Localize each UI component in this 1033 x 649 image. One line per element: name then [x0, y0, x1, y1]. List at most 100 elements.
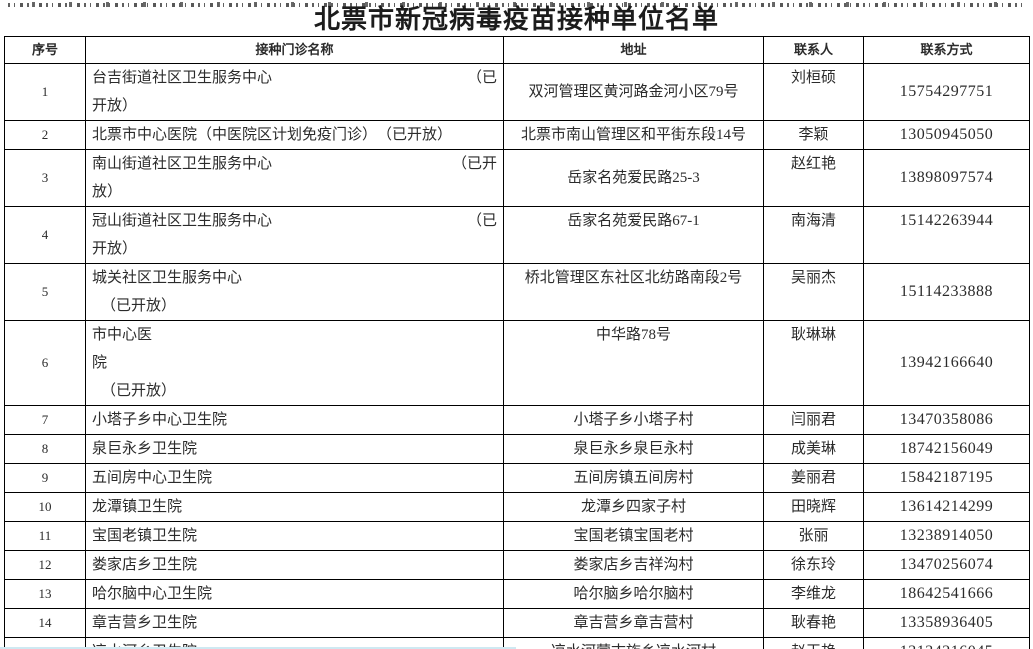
cell-clinic-name: 宝国老镇卫生院: [85, 521, 504, 551]
cell-clinic-name: 小塔子乡中心卫生院: [85, 405, 504, 435]
cell-address: 岳家名苑爱民路25-3: [503, 149, 764, 207]
clinic-name-line: 小塔子乡中心卫生院: [92, 412, 228, 428]
cell-phone: 13470358086: [863, 405, 1030, 435]
clinic-name-line: 宝国老镇卫生院: [92, 528, 198, 544]
header-no: 序号: [4, 36, 86, 64]
cell-phone: 15754297751: [863, 63, 1030, 121]
cell-clinic-name: 冠山街道社区卫生服务中心 （已 开放）: [85, 206, 504, 264]
cell-address: 泉巨永乡泉巨永村: [503, 434, 764, 464]
cell-contact: 耿春艳: [763, 608, 864, 638]
table-row: 14 章吉营乡卫生院 章吉营乡章吉营村 耿春艳 13358936405: [4, 608, 1030, 638]
cell-no: 9: [4, 463, 86, 493]
table-row: 1 台吉街道社区卫生服务中心 （已 开放） 双河管理区黄河路金河小区79号 刘桓硕 1575…: [4, 63, 1030, 121]
clinic-name-line: 章吉营乡卫生院: [92, 615, 198, 631]
table-row: 12 娄家店乡卫生院 娄家店乡吉祥沟村 徐东玲 13470256074: [4, 550, 1030, 580]
table-row: 9 五间房中心卫生院 五间房镇五间房村 姜丽君 15842187195: [4, 463, 1030, 493]
header-phone: 联系方式: [863, 36, 1030, 64]
cell-contact: 耿琳琳: [763, 320, 864, 406]
cell-address: 北票市南山管理区和平街东段14号: [503, 120, 764, 150]
cell-no: 7: [4, 405, 86, 435]
cell-contact: 姜丽君: [763, 463, 864, 493]
cell-clinic-name: 泉巨永乡卫生院: [85, 434, 504, 464]
cell-no: 14: [4, 608, 86, 638]
table-row: 4 冠山街道社区卫生服务中心 （已 开放） 岳家名苑爱民路67-1 南海清 15142263…: [4, 206, 1030, 264]
cell-contact: 李颖: [763, 120, 864, 150]
table-body: 1 台吉街道社区卫生服务中心 （已 开放） 双河管理区黄河路金河小区79号 刘桓硕 1575…: [4, 63, 1030, 649]
cell-phone: 13134216045: [863, 637, 1030, 649]
cell-address: 凉水河蒙古族乡凉水河村: [503, 637, 764, 649]
cell-clinic-name: 五间房中心卫生院: [85, 463, 504, 493]
cell-no: 2: [4, 120, 86, 150]
clinic-name-line: 凉水河乡卫生院: [92, 639, 497, 649]
cell-address: 小塔子乡小塔子村: [503, 405, 764, 435]
cell-clinic-name: 娄家店乡卫生院: [85, 550, 504, 580]
cell-contact: 李维龙: [763, 579, 864, 609]
clinic-name-line: 城关社区卫生服务中心: [92, 270, 243, 286]
clinic-name-line: 台吉街道社区卫生服务中心 （已: [92, 70, 497, 86]
cell-phone: 18742156049: [863, 434, 1030, 464]
cell-no: 4: [4, 206, 86, 264]
clinic-name-line: 南山街道社区卫生服务中心 （已开: [92, 156, 497, 172]
clinic-name-line: 开放）: [92, 241, 138, 257]
cell-contact: 赵红艳: [763, 149, 864, 207]
clinic-name-line: 开放）: [92, 98, 138, 114]
clinic-name-line: （已开放）: [101, 383, 177, 399]
cell-address: 章吉营乡章吉营村: [503, 608, 764, 638]
cell-phone: 18642541666: [863, 579, 1030, 609]
clinic-name-line: 五间房中心卫生院: [92, 470, 213, 486]
cell-no: 6: [4, 320, 86, 406]
header-contact: 联系人: [763, 36, 864, 64]
cell-no: 12: [4, 550, 86, 580]
cell-clinic-name: 章吉营乡卫生院: [85, 608, 504, 638]
cell-phone: 13238914050: [863, 521, 1030, 551]
table-row: 6 市中心医院 （已开放） 中华路78号 耿琳琳 13942166640: [4, 320, 1030, 406]
clinic-name-line: 北票市中心医院（中医院区计划免疫门诊） （已开放）: [92, 127, 453, 143]
table-row: 2 北票市中心医院（中医院区计划免疫门诊） （已开放） 北票市南山管理区和平街东段1…: [4, 120, 1030, 150]
cell-phone: 13358936405: [863, 608, 1030, 638]
cell-contact: 吴丽杰: [763, 263, 864, 321]
cell-contact: 田晓辉: [763, 492, 864, 522]
table-row: 7 小塔子乡中心卫生院 小塔子乡小塔子村 闫丽君 13470358086: [4, 405, 1030, 435]
cell-phone: 15842187195: [863, 463, 1030, 493]
cell-address: 娄家店乡吉祥沟村: [503, 550, 764, 580]
header-name: 接种门诊名称: [85, 36, 504, 64]
cell-contact: 刘桓硕: [763, 63, 864, 121]
table-row: 13 哈尔脑中心卫生院 哈尔脑乡哈尔脑村 李维龙 18642541666: [4, 579, 1030, 609]
cell-clinic-name: 北票市中心医院（中医院区计划免疫门诊） （已开放）: [85, 120, 504, 150]
cell-clinic-name: 龙潭镇卫生院: [85, 492, 504, 522]
clinic-name-line: 泉巨永乡卫生院: [92, 441, 198, 457]
cell-address: 桥北管理区东社区北纺路南段2号: [503, 263, 764, 321]
clinic-name-line: 院: [92, 355, 108, 371]
cell-contact: 闫丽君: [763, 405, 864, 435]
cell-no: 1: [4, 63, 86, 121]
clinic-name-line: 市中心医: [92, 327, 153, 343]
cell-clinic-name: 南山街道社区卫生服务中心 （已开 放）: [85, 149, 504, 207]
table-header-row: 序号 接种门诊名称 地址 联系人 联系方式: [4, 36, 1030, 64]
cell-contact: 赵玉艳: [763, 637, 864, 649]
table-row: 10 龙潭镇卫生院 龙潭乡四家子村 田晓辉 13614214299: [4, 492, 1030, 522]
cell-phone: 15142263944: [863, 206, 1030, 264]
table-row: 15凉水河乡卫生院凉水河蒙古族乡凉水河村赵玉艳13134216045: [4, 637, 1030, 649]
cell-phone: 13898097574: [863, 149, 1030, 207]
bottom-edge-artifact: [0, 647, 516, 649]
cell-no: 3: [4, 149, 86, 207]
cell-clinic-name: 市中心医院 （已开放）: [85, 320, 504, 406]
page-title: 北票市新冠病毒疫苗接种单位名单: [313, 5, 719, 34]
cell-phone: 13942166640: [863, 320, 1030, 406]
cell-contact: 张丽: [763, 521, 864, 551]
cell-contact: 成美琳: [763, 434, 864, 464]
cell-phone: 13614214299: [863, 492, 1030, 522]
clinic-name-line: 哈尔脑中心卫生院: [92, 586, 213, 602]
cell-address: 双河管理区黄河路金河小区79号: [503, 63, 764, 121]
vaccination-units-table: 序号 接种门诊名称 地址 联系人 联系方式 1 台吉街道社区卫生服务中心 （已 开放）…: [4, 36, 1030, 649]
cell-address: 宝国老镇宝国老村: [503, 521, 764, 551]
cell-no: 13: [4, 579, 86, 609]
cell-no: 8: [4, 434, 86, 464]
cell-contact: 徐东玲: [763, 550, 864, 580]
cell-address: 哈尔脑乡哈尔脑村: [503, 579, 764, 609]
table-row: 5 城关社区卫生服务中心 （已开放） 桥北管理区东社区北纺路南段2号 吴丽杰 151142…: [4, 263, 1030, 321]
cell-no: 10: [4, 492, 86, 522]
clinic-name-line: （已开放）: [101, 298, 177, 314]
clinic-name-line: 冠山街道社区卫生服务中心 （已: [92, 213, 497, 229]
